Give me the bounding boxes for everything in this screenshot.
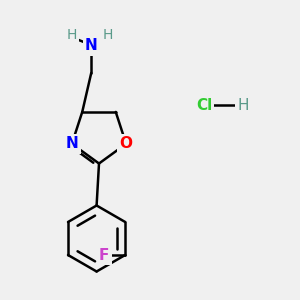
Text: N: N [65,136,78,151]
Text: H: H [237,98,249,112]
Text: H: H [103,28,113,42]
Text: O: O [120,136,133,151]
Text: H: H [67,28,77,42]
Text: F: F [99,248,110,262]
Text: Cl: Cl [196,98,212,112]
Text: N: N [85,38,98,53]
